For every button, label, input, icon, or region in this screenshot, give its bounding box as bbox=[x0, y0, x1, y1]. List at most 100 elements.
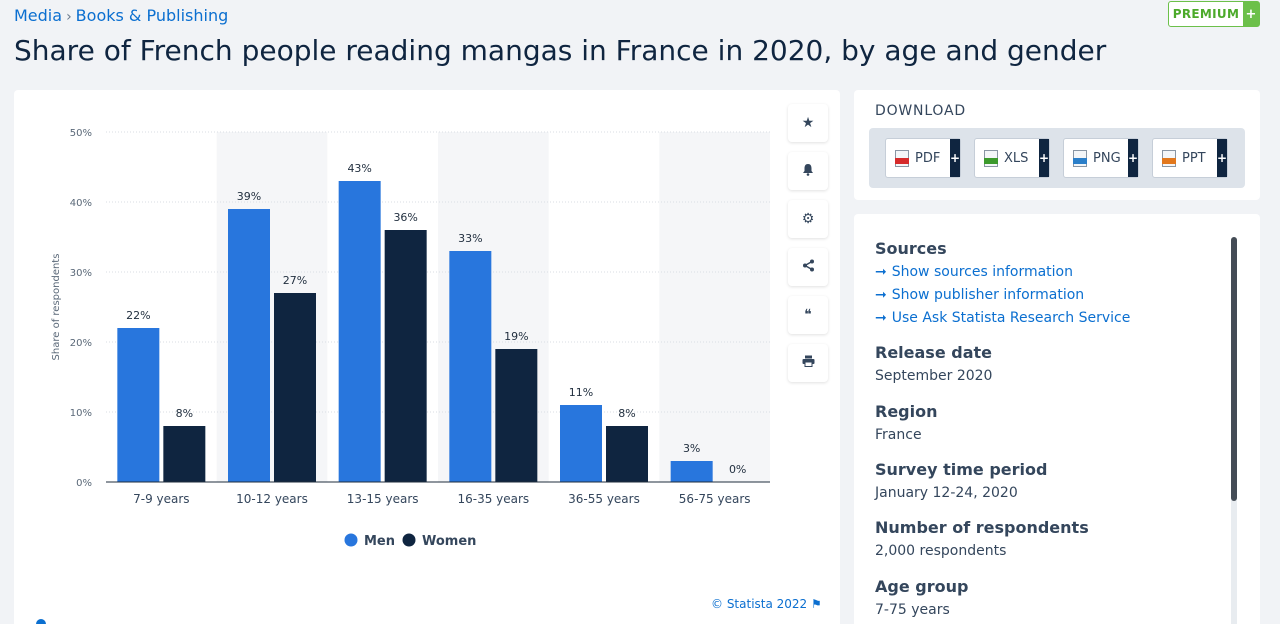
copyright-label: © Statista 2022 bbox=[711, 597, 808, 611]
download-ppt-plus-icon: + bbox=[1217, 139, 1227, 177]
show-publisher-link[interactable]: ➞ Show publisher information bbox=[875, 287, 1084, 303]
download-ppt-button[interactable]: PPT + bbox=[1152, 138, 1228, 178]
breadcrumb-parent-link[interactable]: Media bbox=[14, 6, 63, 25]
region-title: Region bbox=[875, 402, 938, 421]
premium-button[interactable]: PREMIUM + bbox=[1168, 1, 1260, 27]
star-icon: ★ bbox=[801, 115, 815, 131]
data-label: 33% bbox=[458, 232, 482, 245]
sources-title: Sources bbox=[875, 239, 947, 258]
download-xls-button[interactable]: XLS + bbox=[974, 138, 1050, 178]
chart-card: 0% 10% 20% 30% 40% 50% Share of respondents 22%… bbox=[14, 90, 840, 624]
download-pdf-plus-icon: + bbox=[950, 139, 960, 177]
bar-men bbox=[338, 181, 381, 482]
download-ppt-label: PPT bbox=[1182, 150, 1206, 166]
survey-period-value: January 12-24, 2020 bbox=[875, 485, 1018, 501]
bar-women bbox=[606, 426, 648, 482]
y-axis-label: Share of respondents bbox=[51, 254, 62, 361]
x-tick-label: 36-55 years bbox=[568, 492, 640, 506]
bar-men bbox=[117, 328, 160, 482]
download-pdf-label: PDF bbox=[915, 150, 941, 166]
download-xls-label: XLS bbox=[1004, 150, 1029, 166]
age-group-title: Age group bbox=[875, 577, 969, 596]
x-tick-label: 13-15 years bbox=[347, 492, 419, 506]
bar-women bbox=[163, 426, 206, 482]
favorite-button[interactable]: ★ bbox=[788, 104, 828, 142]
x-tick-label: 10-12 years bbox=[236, 492, 308, 506]
quote-icon: ❝ bbox=[804, 307, 812, 323]
y-tick-label: 20% bbox=[70, 338, 92, 349]
chart-toolbar: ★ ⚙ ❝ bbox=[788, 104, 828, 392]
show-sources-link[interactable]: ➞ Show sources information bbox=[875, 264, 1073, 280]
x-tick-label: 16-35 years bbox=[457, 492, 529, 506]
bar-men bbox=[449, 251, 492, 482]
data-label: 19% bbox=[504, 330, 528, 343]
bar-chart: 0% 10% 20% 30% 40% 50% Share of respondents 22%… bbox=[51, 128, 770, 549]
info-card: Sources ➞ Show sources information ➞ Show … bbox=[854, 214, 1260, 624]
data-label: 22% bbox=[126, 309, 150, 322]
bar-women bbox=[274, 293, 316, 482]
scrollbar-thumb[interactable] bbox=[1231, 237, 1237, 501]
data-label: 36% bbox=[393, 211, 417, 224]
xls-file-icon bbox=[984, 149, 998, 167]
bar-women bbox=[495, 349, 538, 482]
ask-statista-link[interactable]: ➞ Use Ask Statista Research Service bbox=[875, 310, 1130, 326]
bar-women bbox=[384, 230, 427, 482]
bar-men bbox=[228, 209, 270, 482]
breadcrumb-separator: › bbox=[66, 9, 72, 25]
download-label: DOWNLOAD bbox=[875, 103, 966, 119]
y-tick-label: 0% bbox=[76, 478, 92, 489]
data-label: 0% bbox=[729, 463, 746, 476]
page-title: Share of French people reading mangas in… bbox=[14, 34, 1107, 67]
share-icon bbox=[802, 259, 815, 276]
notification-button[interactable] bbox=[788, 152, 828, 190]
copyright-link[interactable]: © Statista 2022 ⚑ bbox=[711, 597, 822, 611]
y-tick-label: 50% bbox=[70, 128, 92, 139]
x-tick-label: 56-75 years bbox=[679, 492, 751, 506]
data-label: 11% bbox=[569, 386, 593, 399]
release-date-title: Release date bbox=[875, 343, 992, 362]
breadcrumb: Media › Books & Publishing bbox=[14, 6, 228, 25]
download-xls-plus-icon: + bbox=[1039, 139, 1049, 177]
data-label: 3% bbox=[683, 442, 700, 455]
settings-button[interactable]: ⚙ bbox=[788, 200, 828, 238]
share-button[interactable] bbox=[788, 248, 828, 286]
y-tick-label: 10% bbox=[70, 408, 92, 419]
region-value: France bbox=[875, 427, 922, 443]
pdf-file-icon bbox=[895, 149, 909, 167]
arrow-right-icon: ➞ bbox=[875, 264, 887, 280]
bar-men bbox=[670, 461, 713, 482]
gear-icon: ⚙ bbox=[801, 211, 815, 227]
release-date-value: September 2020 bbox=[875, 368, 993, 384]
download-png-button[interactable]: PNG + bbox=[1063, 138, 1139, 178]
data-label: 27% bbox=[283, 274, 307, 287]
png-file-icon bbox=[1073, 149, 1087, 167]
age-group-value: 7-75 years bbox=[875, 602, 950, 618]
print-button[interactable] bbox=[788, 344, 828, 382]
data-label: 8% bbox=[618, 407, 635, 420]
bell-icon bbox=[802, 163, 814, 180]
respondents-value: 2,000 respondents bbox=[875, 543, 1007, 559]
category-band bbox=[659, 132, 770, 482]
arrow-right-icon: ➞ bbox=[875, 287, 887, 303]
legend-label-women: Women bbox=[422, 534, 476, 549]
respondents-title: Number of respondents bbox=[875, 518, 1089, 537]
show-publisher-label: Show publisher information bbox=[891, 287, 1085, 303]
bar-men bbox=[560, 405, 602, 482]
download-png-plus-icon: + bbox=[1128, 139, 1138, 177]
cite-button[interactable]: ❝ bbox=[788, 296, 828, 334]
premium-plus-icon: + bbox=[1243, 2, 1259, 26]
legend-marker-men bbox=[344, 533, 358, 547]
breadcrumb-current-link[interactable]: Books & Publishing bbox=[75, 6, 229, 25]
legend-label-men: Men bbox=[364, 534, 395, 549]
bullet-dot bbox=[36, 619, 46, 624]
ppt-file-icon bbox=[1162, 149, 1176, 167]
flag-icon: ⚑ bbox=[811, 597, 822, 611]
arrow-right-icon: ➞ bbox=[875, 310, 887, 326]
print-icon bbox=[802, 355, 815, 371]
y-tick-label: 30% bbox=[70, 268, 92, 279]
x-tick-label: 7-9 years bbox=[133, 492, 189, 506]
data-label: 43% bbox=[347, 162, 371, 175]
legend-marker-women bbox=[402, 533, 416, 547]
download-pdf-button[interactable]: PDF + bbox=[885, 138, 961, 178]
download-card: DOWNLOAD PDF + XLS + PNG + PPT + bbox=[854, 90, 1260, 200]
